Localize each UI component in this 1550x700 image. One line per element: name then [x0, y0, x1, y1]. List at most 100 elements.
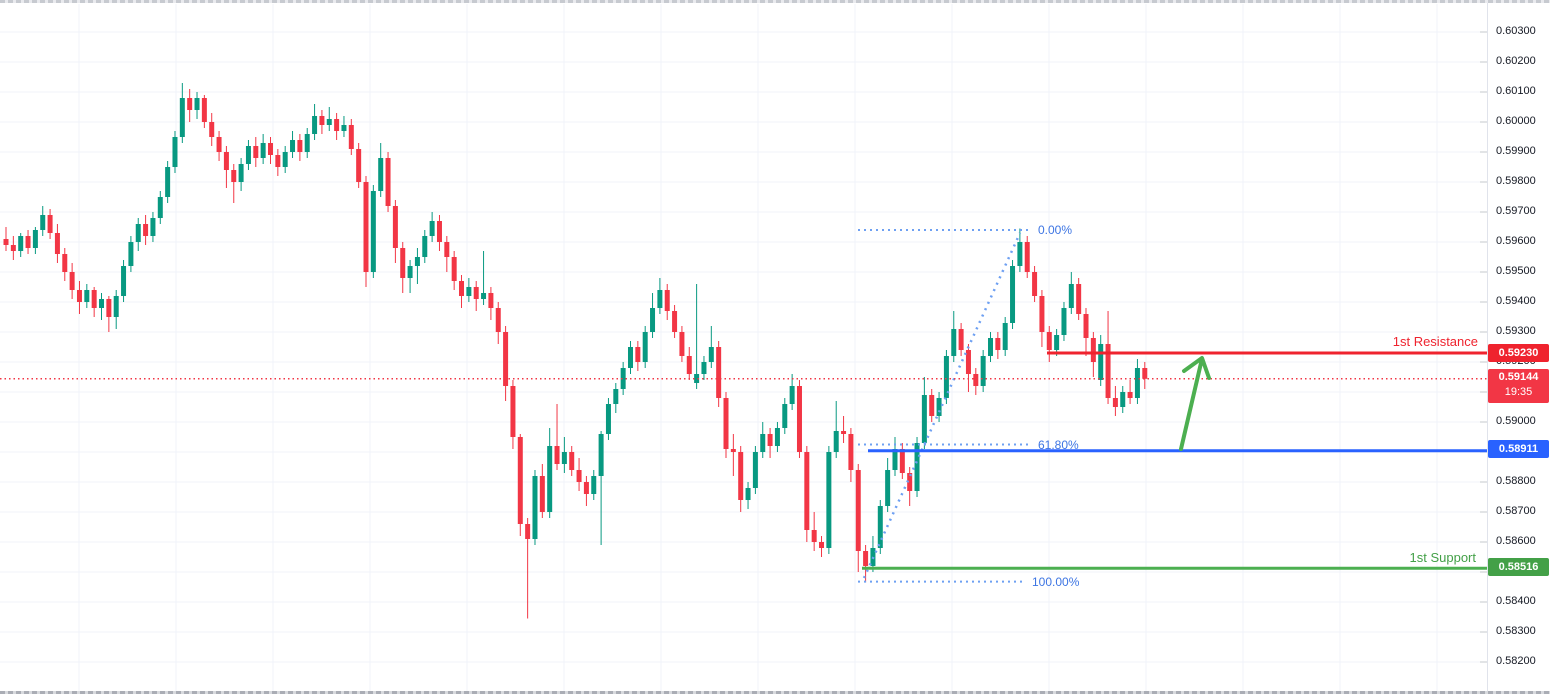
- candle-body[interactable]: [238, 164, 244, 182]
- candle-body[interactable]: [1054, 335, 1060, 350]
- candle-body[interactable]: [128, 242, 134, 266]
- candle-body[interactable]: [760, 434, 766, 452]
- candle-body[interactable]: [121, 266, 127, 296]
- candle-body[interactable]: [885, 470, 891, 506]
- candle-body[interactable]: [253, 146, 259, 158]
- candle-body[interactable]: [936, 398, 942, 416]
- candle-body[interactable]: [334, 119, 340, 131]
- candle-body[interactable]: [1039, 296, 1045, 332]
- candle-body[interactable]: [752, 452, 758, 488]
- candle-body[interactable]: [635, 347, 641, 362]
- candle-body[interactable]: [804, 452, 810, 530]
- candle-body[interactable]: [99, 299, 105, 308]
- candle-body[interactable]: [958, 329, 964, 350]
- candle-body[interactable]: [356, 149, 362, 182]
- candle-body[interactable]: [157, 197, 163, 218]
- candle-body[interactable]: [18, 236, 24, 251]
- candle-body[interactable]: [267, 143, 273, 155]
- fib-trendline[interactable]: [862, 232, 1022, 579]
- candle-body[interactable]: [627, 347, 633, 368]
- candle-body[interactable]: [370, 191, 376, 272]
- candle-body[interactable]: [1046, 332, 1052, 350]
- candle-body[interactable]: [532, 476, 538, 539]
- candle-body[interactable]: [25, 236, 31, 248]
- candle-body[interactable]: [892, 449, 898, 470]
- candle-body[interactable]: [1083, 314, 1089, 338]
- candle-body[interactable]: [672, 311, 678, 332]
- candle-body[interactable]: [135, 224, 141, 242]
- candle-body[interactable]: [209, 122, 215, 137]
- candle-body[interactable]: [32, 230, 38, 248]
- candle-body[interactable]: [774, 428, 780, 446]
- candle-body[interactable]: [466, 287, 472, 296]
- candle-body[interactable]: [179, 98, 185, 137]
- candle-body[interactable]: [547, 446, 553, 512]
- candle-body[interactable]: [833, 431, 839, 452]
- candle-body[interactable]: [679, 332, 685, 356]
- up-arrow-shaft[interactable]: [1179, 361, 1203, 451]
- candle-body[interactable]: [312, 116, 318, 134]
- candle-body[interactable]: [1002, 323, 1008, 350]
- candle-body[interactable]: [855, 470, 861, 551]
- candle-body[interactable]: [576, 470, 582, 482]
- candle-body[interactable]: [1068, 284, 1074, 308]
- candle-body[interactable]: [965, 350, 971, 374]
- candle-body[interactable]: [69, 272, 75, 290]
- candle-body[interactable]: [591, 476, 597, 494]
- candle-body[interactable]: [848, 434, 854, 470]
- candle-body[interactable]: [84, 290, 90, 302]
- candle-body[interactable]: [297, 140, 303, 152]
- candle-body[interactable]: [1120, 392, 1126, 407]
- candle-body[interactable]: [583, 482, 589, 494]
- candle-body[interactable]: [980, 356, 986, 386]
- candle-body[interactable]: [473, 287, 479, 299]
- candle-body[interactable]: [973, 374, 979, 386]
- candle-body[interactable]: [326, 119, 332, 125]
- candle-body[interactable]: [216, 137, 222, 152]
- candle-body[interactable]: [76, 290, 82, 302]
- candle-body[interactable]: [341, 125, 347, 131]
- candle-body[interactable]: [863, 551, 869, 566]
- candle-body[interactable]: [231, 170, 237, 182]
- candle-body[interactable]: [304, 134, 310, 152]
- candle-body[interactable]: [664, 290, 670, 311]
- candle-body[interactable]: [1105, 344, 1111, 398]
- candle-body[interactable]: [62, 254, 68, 272]
- candle-body[interactable]: [738, 452, 744, 500]
- candle-body[interactable]: [1017, 242, 1023, 266]
- chart-canvas[interactable]: [0, 0, 1487, 700]
- candle-body[interactable]: [223, 152, 229, 170]
- candle-body[interactable]: [143, 224, 149, 236]
- candle-body[interactable]: [708, 347, 714, 362]
- candle-body[interactable]: [459, 281, 465, 296]
- candle-body[interactable]: [929, 395, 935, 416]
- candle-body[interactable]: [539, 476, 545, 512]
- candle-body[interactable]: [422, 236, 428, 257]
- candle-body[interactable]: [503, 332, 509, 386]
- candle-body[interactable]: [789, 386, 795, 404]
- candle-body[interactable]: [91, 290, 97, 308]
- candle-body[interactable]: [701, 362, 707, 374]
- candle-body[interactable]: [525, 524, 531, 539]
- candle-body[interactable]: [194, 98, 200, 110]
- candle-body[interactable]: [1112, 398, 1118, 407]
- candle-body[interactable]: [686, 356, 692, 374]
- candle-body[interactable]: [245, 146, 251, 164]
- candle-body[interactable]: [113, 296, 119, 317]
- candle-body[interactable]: [1010, 266, 1016, 323]
- candle-body[interactable]: [1127, 392, 1133, 398]
- candle-body[interactable]: [414, 257, 420, 266]
- candle-body[interactable]: [510, 386, 516, 437]
- candle-body[interactable]: [290, 140, 296, 152]
- candle-body[interactable]: [444, 242, 450, 257]
- candle-body[interactable]: [260, 143, 266, 158]
- candle-body[interactable]: [620, 368, 626, 389]
- candle-body[interactable]: [650, 308, 656, 332]
- candle-body[interactable]: [605, 404, 611, 434]
- candle-body[interactable]: [201, 98, 207, 122]
- candle-body[interactable]: [819, 542, 825, 548]
- candle-body[interactable]: [723, 398, 729, 449]
- candle-body[interactable]: [172, 137, 178, 167]
- candle-body[interactable]: [392, 206, 398, 248]
- candle-body[interactable]: [165, 167, 171, 197]
